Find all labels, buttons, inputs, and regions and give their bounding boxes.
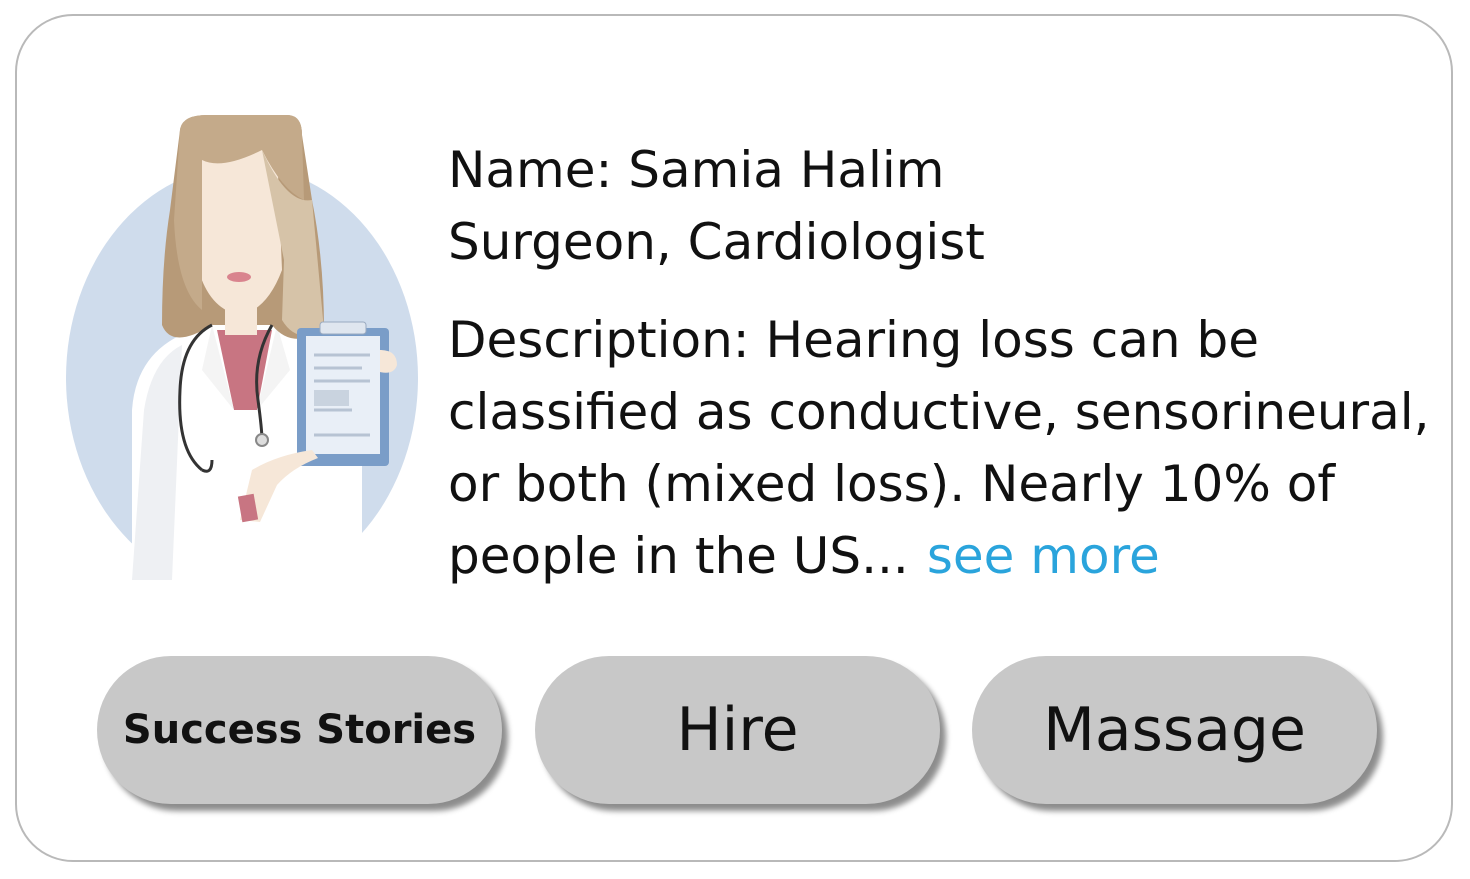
description-last-line: people in the US... see more [448,520,1438,592]
description-line: Description: Hearing loss can be [448,311,1259,369]
success-stories-button[interactable]: Success Stories [97,656,502,804]
description-line: people in the US... [448,527,909,585]
hire-button[interactable]: Hire [535,656,940,804]
doctor-info: Name: Samia Halim Surgeon, Cardiologist … [448,134,1438,592]
doctor-description: Description: Hearing loss can be classif… [448,304,1438,592]
doctor-avatar-icon [62,110,424,590]
doctor-specialty: Surgeon, Cardiologist [448,213,985,271]
doctor-name: Name: Samia Halim [448,141,945,199]
description-line: or both (mixed loss). Nearly 10% of [448,455,1335,513]
see-more-link[interactable]: see more [926,527,1160,585]
description-line: classified as conductive, sensorineural, [448,383,1430,441]
massage-button[interactable]: Massage [972,656,1377,804]
